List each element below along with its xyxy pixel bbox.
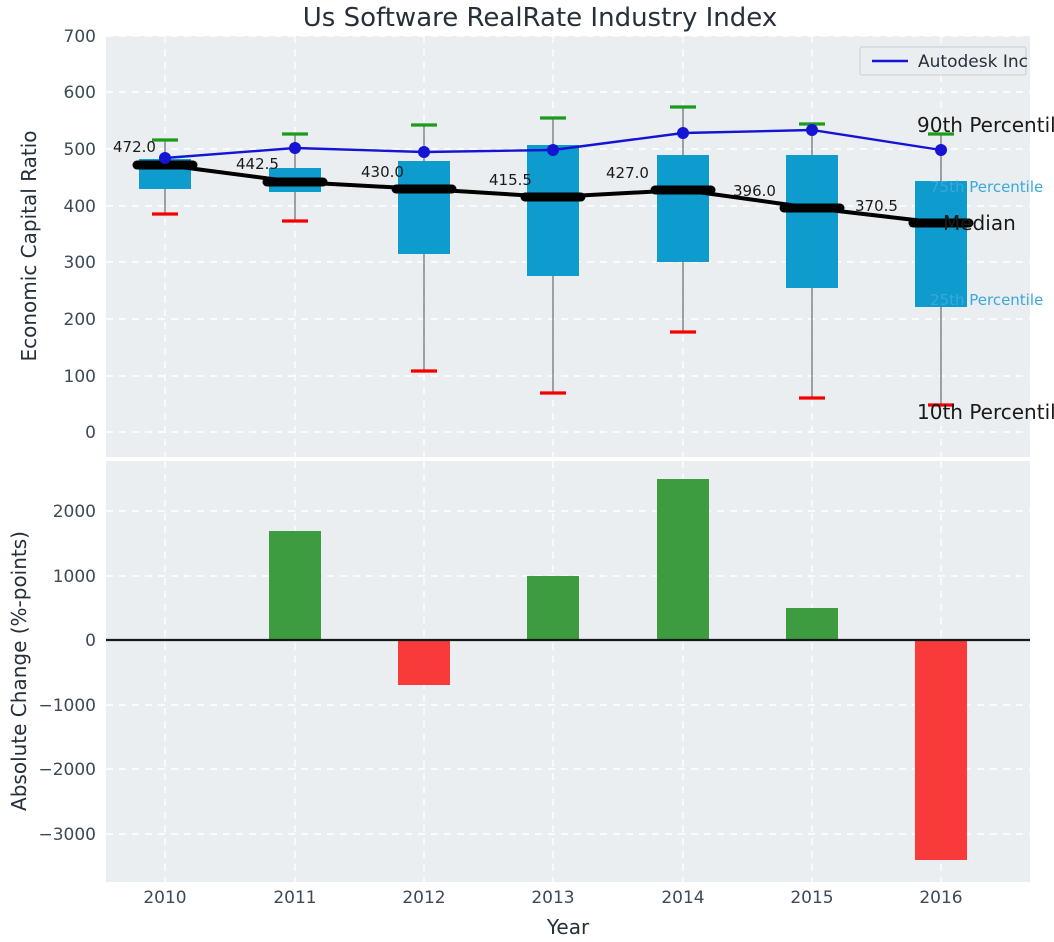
bar-2013 (527, 576, 579, 640)
x-tick-2011: 2011 (273, 888, 316, 908)
series-point-2011 (289, 142, 301, 154)
bar-2011 (269, 531, 321, 640)
median-label-2013: 415.5 (489, 171, 532, 189)
median-label-2014: 427.0 (606, 164, 649, 182)
median-label-2011: 442.5 (236, 155, 279, 173)
bar-2015 (786, 608, 838, 640)
bottom-panel-y-axis-title: Absolute Change (%-points) (7, 531, 31, 811)
y-tick-bottom-3: 0 (85, 631, 96, 651)
y-tick-top-6: 600 (64, 83, 96, 103)
legend-background (859, 46, 1027, 76)
median-value-labels: 472.0 442.5 430.0 415.5 427.0 396.0 370.… (113, 138, 898, 215)
box-2016 (915, 181, 967, 307)
median-label-2015: 396.0 (733, 182, 776, 200)
annotation-10th-percentile: 10th Percentile (917, 400, 1054, 424)
y-tick-top-0: 0 (85, 423, 96, 443)
top-panel-y-tick-labels: 700 600 500 400 300 200 100 0 (64, 27, 96, 443)
box-2014 (657, 155, 709, 262)
median-label-2012: 430.0 (361, 163, 404, 181)
x-tick-2015: 2015 (790, 888, 833, 908)
x-tick-2014: 2014 (661, 888, 704, 908)
y-tick-bottom-1: −2000 (38, 760, 96, 780)
series-points-autodesk-inc (159, 124, 947, 164)
box-2015 (786, 155, 838, 288)
y-tick-top-3: 300 (64, 253, 96, 273)
x-tick-2010: 2010 (143, 888, 186, 908)
boxplot-2012 (398, 123, 450, 373)
y-tick-bottom-2: −1000 (38, 696, 96, 716)
series-point-2010 (159, 152, 171, 164)
series-point-2016 (935, 144, 947, 156)
annotation-75th-percentile: 75th Percentile (930, 178, 1043, 196)
annotation-25th-percentile: 25th Percentile (930, 291, 1043, 309)
bar-2012 (398, 640, 450, 685)
y-tick-top-1: 100 (64, 367, 96, 387)
boxplot-2014 (657, 105, 709, 334)
median-markers (132, 160, 974, 228)
series-point-2015 (806, 124, 818, 136)
x-axis-title: Year (546, 915, 590, 939)
bottom-panel-background (106, 461, 1030, 882)
y-tick-top-4: 400 (64, 197, 96, 217)
y-tick-bottom-5: 2000 (53, 502, 96, 522)
box-2013 (527, 145, 579, 276)
x-tick-labels: 2010 2011 2012 2013 2014 2015 2016 (143, 888, 962, 908)
series-point-2014 (677, 127, 689, 139)
x-tick-2013: 2013 (531, 888, 574, 908)
top-panel-y-axis-title: Economic Capital Ratio (17, 130, 41, 361)
bottom-panel-y-tick-labels: 2000 1000 0 −1000 −2000 −3000 (38, 502, 96, 845)
y-tick-top-2: 200 (64, 310, 96, 330)
y-tick-bottom-0: −3000 (38, 825, 96, 845)
change-bars (269, 479, 967, 860)
boxplot-2015 (786, 122, 838, 400)
y-tick-top-7: 700 (64, 27, 96, 47)
median-label-2010: 472.0 (113, 138, 156, 156)
x-tick-2016: 2016 (919, 888, 962, 908)
box-2012 (398, 161, 450, 254)
annotation-median: Median (943, 211, 1016, 235)
series-point-2013 (547, 144, 559, 156)
annotation-90th-percentile: 90th Percentile (917, 113, 1054, 137)
bar-2014 (657, 479, 709, 640)
boxplot-2016 (915, 132, 967, 407)
legend[interactable]: Autodesk Inc (859, 46, 1028, 76)
series-point-2012 (418, 146, 430, 158)
chart-title: Us Software RealRate Industry Index (303, 3, 777, 33)
legend-label-autodesk-inc: Autodesk Inc (918, 52, 1028, 72)
bar-2016 (915, 640, 967, 860)
y-tick-bottom-4: 1000 (53, 567, 96, 587)
x-tick-2012: 2012 (402, 888, 445, 908)
y-tick-top-5: 500 (64, 140, 96, 160)
median-label-2016: 370.5 (855, 197, 898, 215)
boxplot-2013 (527, 116, 579, 395)
